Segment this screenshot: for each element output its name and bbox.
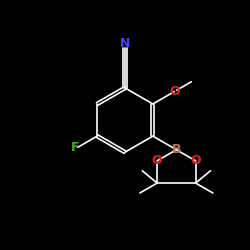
- Text: O: O: [152, 154, 162, 167]
- Text: F: F: [71, 141, 79, 154]
- Text: O: O: [190, 154, 201, 167]
- Text: O: O: [169, 85, 179, 98]
- Text: N: N: [120, 38, 130, 51]
- Text: B: B: [172, 143, 181, 156]
